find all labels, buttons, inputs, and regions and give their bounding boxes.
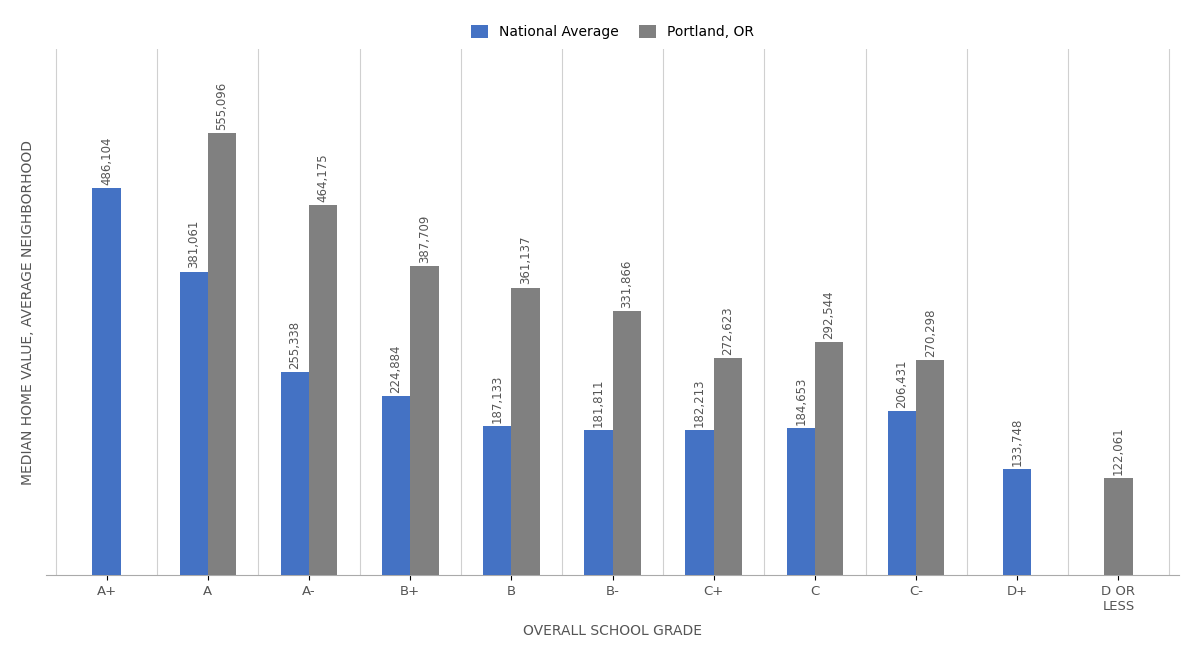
Text: 361,137: 361,137: [520, 236, 532, 285]
Bar: [484, 426, 511, 575]
Bar: [208, 133, 236, 575]
Text: 292,544: 292,544: [822, 291, 835, 339]
Text: 331,866: 331,866: [620, 260, 634, 308]
Text: 272,623: 272,623: [721, 306, 734, 355]
Bar: [410, 266, 438, 575]
Text: 182,213: 182,213: [694, 378, 706, 427]
Text: 224,884: 224,884: [390, 345, 402, 393]
Y-axis label: MEDIAN HOME VALUE, AVERAGE NEIGHBORHOOD: MEDIAN HOME VALUE, AVERAGE NEIGHBORHOOD: [20, 140, 35, 485]
Bar: [1104, 478, 1133, 575]
Text: 181,811: 181,811: [592, 379, 605, 427]
Bar: [714, 358, 742, 575]
Text: 270,298: 270,298: [924, 308, 937, 357]
Bar: [1003, 469, 1032, 575]
Bar: [888, 411, 916, 575]
Bar: [281, 372, 310, 575]
Text: 555,096: 555,096: [216, 82, 228, 130]
Bar: [815, 342, 844, 575]
Bar: [612, 311, 641, 575]
Text: 255,338: 255,338: [288, 320, 301, 368]
Legend: National Average, Portland, OR: National Average, Portland, OR: [466, 20, 760, 45]
Text: 133,748: 133,748: [1010, 417, 1024, 465]
Bar: [92, 188, 121, 575]
Text: 486,104: 486,104: [100, 136, 113, 185]
Text: 206,431: 206,431: [895, 359, 908, 408]
Bar: [511, 287, 540, 575]
Text: 187,133: 187,133: [491, 375, 504, 423]
Bar: [310, 206, 337, 575]
Bar: [584, 430, 612, 575]
Bar: [180, 272, 208, 575]
Text: 381,061: 381,061: [187, 220, 200, 268]
Text: 122,061: 122,061: [1112, 426, 1124, 475]
Bar: [786, 428, 815, 575]
Bar: [916, 360, 944, 575]
Bar: [382, 396, 410, 575]
X-axis label: OVERALL SCHOOL GRADE: OVERALL SCHOOL GRADE: [523, 624, 702, 638]
Text: 387,709: 387,709: [418, 215, 431, 263]
Bar: [685, 430, 714, 575]
Text: 184,653: 184,653: [794, 377, 808, 425]
Text: 464,175: 464,175: [317, 154, 330, 202]
